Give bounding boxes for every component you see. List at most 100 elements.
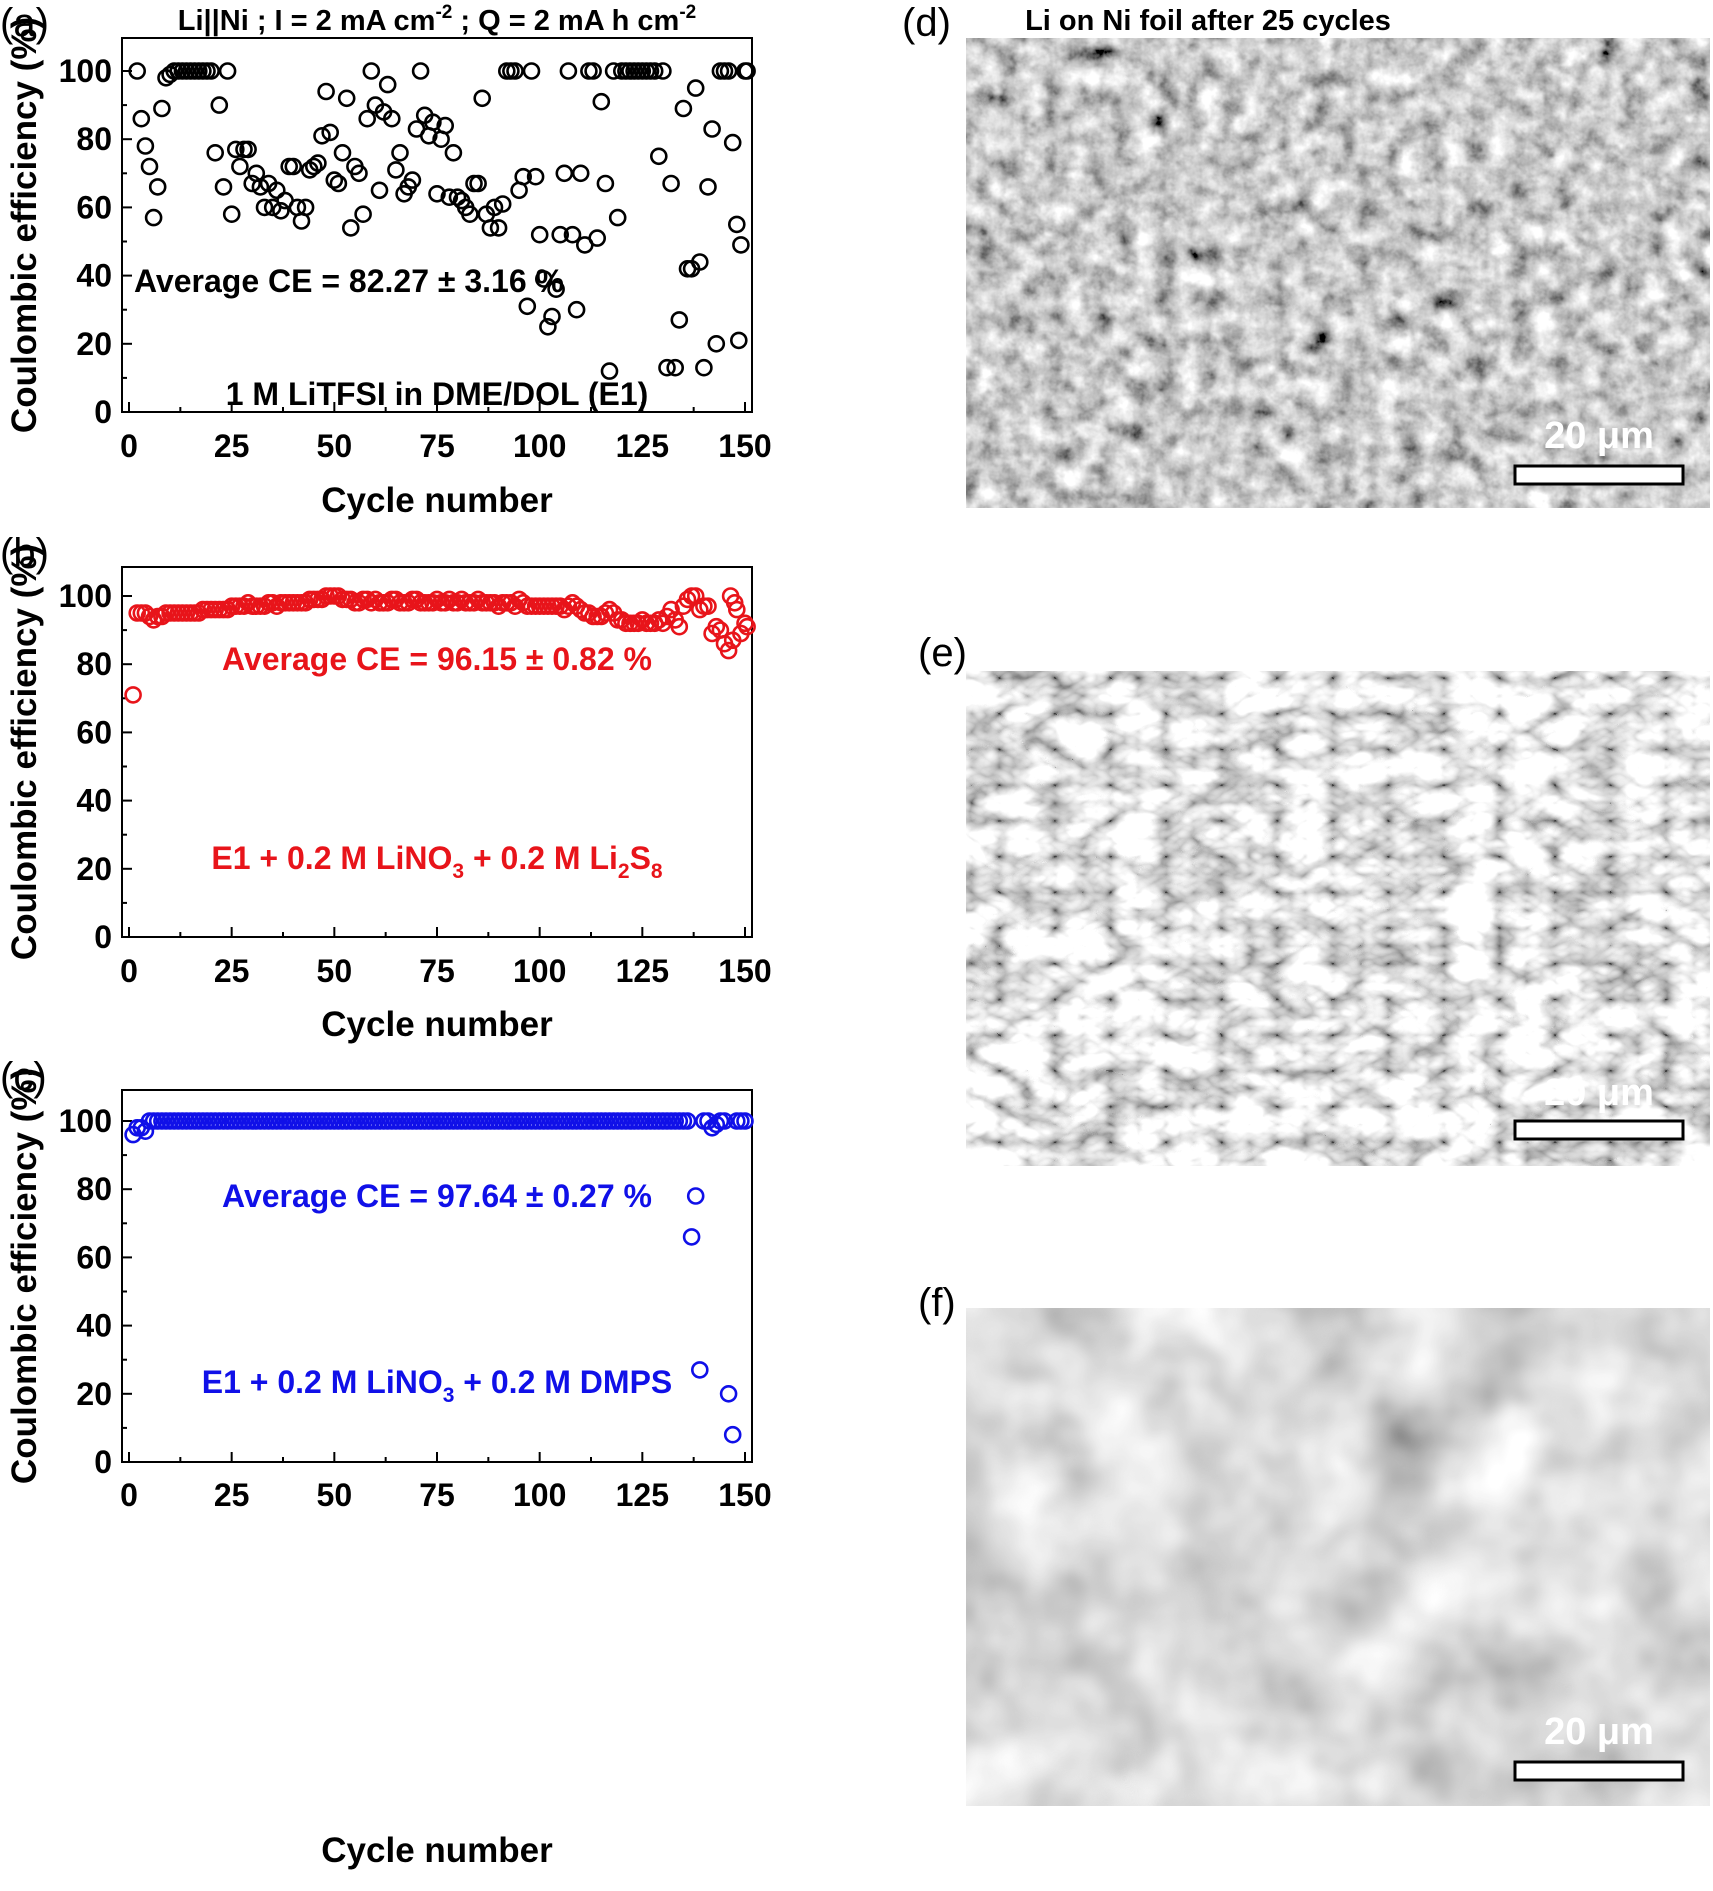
y-tick-label: 0 (94, 394, 112, 430)
chart-panel-c: (c) 0 25 50 75 100 125 150 0 20 40 60 80 100 Average… (0, 1055, 772, 1870)
data-point (329, 174, 348, 193)
data-point (738, 62, 756, 80)
y-tick-label: 0 (94, 919, 112, 955)
y-tick-label: 100 (59, 53, 112, 89)
data-point (218, 62, 237, 80)
data-point (608, 208, 627, 227)
y-tick-label: 80 (76, 1171, 112, 1207)
data-point (485, 198, 504, 217)
data-point (128, 62, 146, 80)
axis-ticks-a: 0 25 50 75 100 125 150 0 20 40 60 80 100 (59, 53, 772, 464)
y-tick-label: 40 (76, 783, 112, 819)
data-point (382, 109, 401, 128)
y-tick-label: 40 (76, 1308, 112, 1344)
data-point (485, 593, 504, 612)
data-point (547, 280, 565, 299)
x-tick-label: 75 (419, 953, 455, 989)
y-tick-label: 80 (76, 121, 112, 157)
y-tick-label: 60 (76, 1239, 112, 1275)
data-point (555, 164, 574, 183)
data-point (723, 133, 742, 152)
data-points-a (128, 62, 756, 380)
data-point (378, 75, 397, 94)
data-point (729, 331, 748, 350)
x-tick-label: 25 (214, 953, 250, 989)
data-point (267, 597, 286, 616)
x-tick-label: 150 (718, 953, 771, 989)
data-point (645, 62, 664, 80)
electrolyte-text: + 0.2 M DMPS (454, 1364, 672, 1400)
data-point (649, 611, 668, 629)
data-point (514, 593, 533, 612)
x-tick-label: 25 (214, 1477, 250, 1513)
y-axis-title-a: Coulombic efficiency (%) (5, 17, 44, 433)
average-ce-text-a: Average CE = 82.27 ± 3.16 % (134, 263, 564, 299)
x-tick-label: 0 (120, 1477, 138, 1513)
x-tick-label: 50 (317, 1477, 353, 1513)
data-point (231, 157, 249, 176)
data-point (686, 1187, 705, 1205)
data-point (473, 89, 492, 108)
data-point (350, 164, 368, 183)
y-tick-label: 100 (59, 578, 112, 614)
data-point (313, 127, 331, 145)
data-point (227, 140, 245, 159)
electrolyte-label-a: 1 M LiTFSI in DME/DOL (E1) (226, 376, 649, 412)
data-point (666, 358, 685, 377)
y-tick-label: 80 (76, 646, 112, 682)
panel-label-a: (a) (0, 1, 49, 45)
data-point (317, 82, 335, 101)
data-point (255, 198, 274, 217)
data-point (362, 62, 381, 80)
data-point (190, 604, 208, 622)
x-axis-title-c: Cycle number (321, 1831, 553, 1870)
electrolyte-text: 1 M LiTFSI in DME/DOL (E1) (226, 376, 649, 412)
data-point (662, 600, 680, 619)
data-point (239, 140, 257, 159)
data-point (350, 593, 368, 612)
electrolyte-subscript: 2 (618, 860, 630, 883)
x-tick-label: 0 (120, 953, 138, 989)
data-point (387, 590, 405, 609)
data-point (469, 174, 487, 193)
data-point (272, 202, 290, 220)
data-point (551, 225, 570, 244)
data-point (362, 593, 381, 612)
data-point (723, 1425, 742, 1444)
scale-bar-label-f: 20 μm (1544, 1711, 1654, 1753)
x-tick-label: 150 (718, 428, 771, 464)
data-point (707, 1115, 726, 1134)
data-point (469, 590, 487, 609)
data-points-b (124, 587, 756, 704)
data-point (354, 205, 372, 223)
data-point (481, 219, 500, 237)
data-point (678, 590, 697, 609)
electrolyte-text: + 0.2 M Li (464, 840, 618, 876)
data-point (407, 590, 426, 609)
data-point (678, 1112, 697, 1130)
scale-bar-e (1513, 1119, 1685, 1141)
average-ce-text-b: Average CE = 96.15 ± 0.82 % (222, 641, 652, 677)
data-point (600, 362, 619, 380)
data-point (214, 178, 233, 196)
data-point (403, 171, 422, 189)
panel-label-f: (f) (918, 1281, 956, 1325)
y-tick-label: 100 (59, 1103, 112, 1139)
header-text-1: Li||Ni ; I = 2 mA cm (178, 5, 436, 37)
axis-ticks-c: 0 25 50 75 100 125 150 0 20 40 60 80 100 (59, 1103, 772, 1513)
data-point (296, 593, 315, 612)
x-tick-label: 150 (718, 1477, 771, 1513)
sem-image-f (966, 1308, 1710, 1806)
data-point (604, 62, 623, 80)
data-point (715, 1112, 734, 1130)
scale-bar-label-d: 20 μm (1544, 415, 1654, 457)
electrolyte-subscript: 3 (452, 860, 464, 883)
data-point (699, 178, 717, 196)
data-point (732, 236, 750, 254)
data-point (559, 597, 578, 616)
data-point (202, 62, 220, 80)
data-point (514, 167, 533, 186)
data-point (571, 164, 590, 183)
data-point (682, 1228, 701, 1246)
data-point (502, 593, 520, 612)
